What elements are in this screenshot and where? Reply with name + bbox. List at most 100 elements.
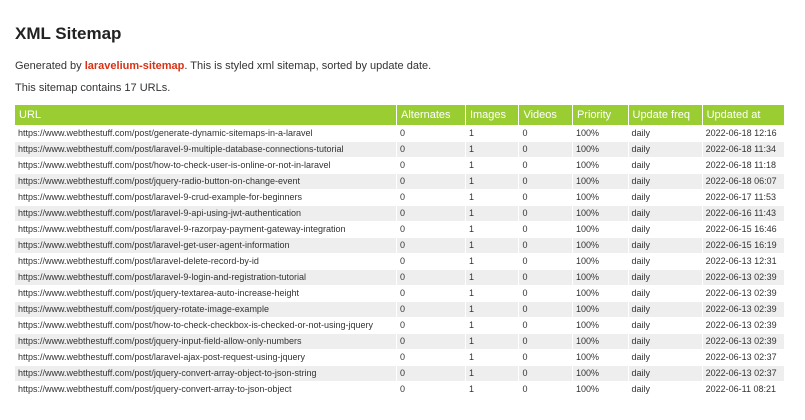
cell-priority: 100%	[572, 286, 628, 301]
cell-images: 1	[465, 270, 519, 285]
url-link[interactable]: https://www.webthestuff.com/post/jquery-…	[18, 368, 317, 378]
cell-videos: 0	[519, 318, 572, 333]
table-row: https://www.webthestuff.com/post/laravel…	[15, 206, 784, 221]
cell-priority: 100%	[572, 254, 628, 269]
table-row: https://www.webthestuff.com/post/jquery-…	[15, 334, 784, 349]
cell-images: 1	[465, 366, 519, 381]
cell-alternates: 0	[396, 286, 465, 301]
cell-update-freq: daily	[628, 142, 702, 157]
cell-alternates: 0	[396, 350, 465, 365]
url-link[interactable]: https://www.webthestuff.com/post/laravel…	[18, 208, 301, 218]
cell-videos: 0	[519, 174, 572, 189]
cell-alternates: 0	[396, 238, 465, 253]
cell-images: 1	[465, 126, 519, 141]
cell-url: https://www.webthestuff.com/post/how-to-…	[15, 158, 396, 173]
cell-videos: 0	[519, 286, 572, 301]
cell-updated-at: 2022-06-13 02:39	[702, 318, 784, 333]
cell-alternates: 0	[396, 254, 465, 269]
cell-priority: 100%	[572, 302, 628, 317]
cell-update-freq: daily	[628, 318, 702, 333]
header-videos[interactable]: Videos	[519, 105, 572, 125]
url-link[interactable]: https://www.webthestuff.com/post/laravel…	[18, 272, 306, 282]
header-updated-at[interactable]: Updated at	[702, 105, 784, 125]
cell-url: https://www.webthestuff.com/post/jquery-…	[15, 366, 396, 381]
url-link[interactable]: https://www.webthestuff.com/post/laravel…	[18, 256, 259, 266]
intro-suffix: . This is styled xml sitemap, sorted by …	[184, 60, 432, 72]
table-row: https://www.webthestuff.com/post/jquery-…	[15, 286, 784, 301]
cell-alternates: 0	[396, 206, 465, 221]
cell-priority: 100%	[572, 190, 628, 205]
cell-priority: 100%	[572, 174, 628, 189]
cell-priority: 100%	[572, 158, 628, 173]
table-row: https://www.webthestuff.com/post/generat…	[15, 126, 784, 141]
cell-priority: 100%	[572, 366, 628, 381]
url-count-text: This sitemap contains 17 URLs.	[15, 82, 171, 94]
cell-videos: 0	[519, 270, 572, 285]
header-images[interactable]: Images	[465, 105, 519, 125]
sitemap-table: URL Alternates Images Videos Priority Up…	[14, 104, 785, 398]
table-row: https://www.webthestuff.com/post/laravel…	[15, 142, 784, 157]
url-link[interactable]: https://www.webthestuff.com/post/jquery-…	[18, 384, 292, 394]
cell-update-freq: daily	[628, 382, 702, 397]
url-link[interactable]: https://www.webthestuff.com/post/how-to-…	[18, 320, 373, 330]
url-link[interactable]: https://www.webthestuff.com/post/laravel…	[18, 352, 305, 362]
table-row: https://www.webthestuff.com/post/how-to-…	[15, 158, 784, 173]
cell-alternates: 0	[396, 158, 465, 173]
table-body: https://www.webthestuff.com/post/generat…	[15, 126, 784, 397]
cell-update-freq: daily	[628, 126, 702, 141]
cell-priority: 100%	[572, 270, 628, 285]
url-link[interactable]: https://www.webthestuff.com/post/how-to-…	[18, 160, 331, 170]
header-update-freq[interactable]: Update freq	[628, 105, 702, 125]
generator-link[interactable]: laravelium-sitemap	[84, 60, 185, 72]
header-url[interactable]: URL	[15, 105, 396, 125]
url-link[interactable]: https://www.webthestuff.com/post/jquery-…	[18, 288, 299, 298]
cell-url: https://www.webthestuff.com/post/jquery-…	[15, 382, 396, 397]
url-link[interactable]: https://www.webthestuff.com/post/laravel…	[18, 144, 344, 154]
cell-updated-at: 2022-06-13 02:39	[702, 286, 784, 301]
cell-updated-at: 2022-06-13 02:39	[702, 302, 784, 317]
cell-videos: 0	[519, 350, 572, 365]
cell-videos: 0	[519, 302, 572, 317]
cell-updated-at: 2022-06-13 02:37	[702, 350, 784, 365]
cell-url: https://www.webthestuff.com/post/laravel…	[15, 238, 396, 253]
url-link[interactable]: https://www.webthestuff.com/post/laravel…	[18, 224, 346, 234]
cell-updated-at: 2022-06-15 16:46	[702, 222, 784, 237]
cell-url: https://www.webthestuff.com/post/laravel…	[15, 142, 396, 157]
url-link[interactable]: https://www.webthestuff.com/post/jquery-…	[18, 176, 300, 186]
cell-update-freq: daily	[628, 286, 702, 301]
header-alternates[interactable]: Alternates	[396, 105, 465, 125]
cell-update-freq: daily	[628, 334, 702, 349]
table-row: https://www.webthestuff.com/post/laravel…	[15, 350, 784, 365]
url-link[interactable]: https://www.webthestuff.com/post/generat…	[18, 128, 313, 138]
table-row: https://www.webthestuff.com/post/laravel…	[15, 190, 784, 205]
cell-videos: 0	[519, 382, 572, 397]
cell-alternates: 0	[396, 334, 465, 349]
cell-alternates: 0	[396, 270, 465, 285]
cell-alternates: 0	[396, 318, 465, 333]
table-row: https://www.webthestuff.com/post/jquery-…	[15, 366, 784, 381]
cell-alternates: 0	[396, 174, 465, 189]
cell-updated-at: 2022-06-16 11:43	[702, 206, 784, 221]
cell-url: https://www.webthestuff.com/post/laravel…	[15, 190, 396, 205]
cell-videos: 0	[519, 142, 572, 157]
table-row: https://www.webthestuff.com/post/laravel…	[15, 222, 784, 237]
cell-videos: 0	[519, 206, 572, 221]
table-row: https://www.webthestuff.com/post/laravel…	[15, 254, 784, 269]
cell-priority: 100%	[572, 238, 628, 253]
cell-url: https://www.webthestuff.com/post/how-to-…	[15, 318, 396, 333]
page-title: XML Sitemap	[15, 24, 122, 43]
cell-updated-at: 2022-06-13 02:39	[702, 270, 784, 285]
cell-alternates: 0	[396, 126, 465, 141]
url-link[interactable]: https://www.webthestuff.com/post/jquery-…	[18, 304, 269, 314]
header-priority[interactable]: Priority	[572, 105, 628, 125]
cell-images: 1	[465, 158, 519, 173]
cell-update-freq: daily	[628, 350, 702, 365]
cell-url: https://www.webthestuff.com/post/jquery-…	[15, 174, 396, 189]
cell-updated-at: 2022-06-18 11:18	[702, 158, 784, 173]
cell-update-freq: daily	[628, 206, 702, 221]
url-link[interactable]: https://www.webthestuff.com/post/laravel…	[18, 192, 302, 202]
cell-videos: 0	[519, 366, 572, 381]
cell-images: 1	[465, 334, 519, 349]
url-link[interactable]: https://www.webthestuff.com/post/laravel…	[18, 240, 290, 250]
url-link[interactable]: https://www.webthestuff.com/post/jquery-…	[18, 336, 302, 346]
